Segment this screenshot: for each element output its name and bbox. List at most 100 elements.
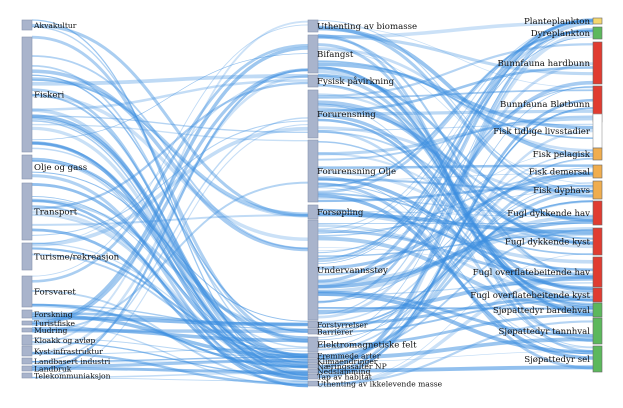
- flow-link: [31, 360, 309, 363]
- pressure-node-uthenting-av-ikkelevende-masse: [307, 380, 319, 387]
- flow-link: [31, 120, 309, 236]
- flow-link: [31, 199, 309, 388]
- receptor-label-bunnfauna-hardbunn: Bunnfauna hardbunn: [497, 59, 590, 69]
- flow-link: [317, 182, 594, 341]
- flow-link: [31, 23, 309, 218]
- flow-link: [317, 36, 594, 264]
- flow-link: [317, 306, 594, 310]
- flow-link: [317, 89, 594, 99]
- source-label-landbruk: Landbruk: [34, 365, 72, 374]
- pressure-label-uthenting-av-biomasse: Uthenting av biomasse: [317, 22, 417, 32]
- flow-link: [317, 275, 594, 388]
- flow-link: [317, 190, 594, 358]
- flow-link: [317, 21, 594, 39]
- flow-link: [317, 298, 594, 334]
- flow-link: [31, 68, 309, 326]
- flow-link: [31, 124, 309, 378]
- flow-link: [317, 157, 594, 351]
- receptor-label-fisk-demersal: Fisk demersal: [529, 168, 591, 178]
- flow-link: [31, 160, 309, 364]
- receptor-label-sjøpattedyr-tannhval: Sjøpattedyr tannhval: [499, 327, 591, 337]
- flow-link: [317, 350, 594, 362]
- flow-link: [317, 29, 594, 188]
- flow-link: [317, 187, 594, 333]
- flow-link: [317, 21, 594, 370]
- flow-link: [31, 253, 309, 358]
- flow-link: [31, 24, 309, 277]
- flow-link: [317, 164, 594, 169]
- pressure-label-elektromagnetiske-felt: Elektromagnetiske felt: [317, 341, 417, 351]
- flow-link: [31, 377, 309, 382]
- flow-link: [317, 229, 594, 279]
- source-label-transport: Transport: [34, 208, 78, 218]
- flow-link: [31, 123, 309, 142]
- pressure-node-fremmede-arter: [307, 352, 319, 359]
- flow-link: [317, 170, 594, 249]
- flow-link: [317, 19, 594, 260]
- flow-link: [317, 126, 594, 199]
- pressure-label-forurensning: Forurensning: [317, 110, 376, 120]
- flow-link: [317, 337, 594, 360]
- flow-link: [317, 34, 594, 76]
- flow-link: [317, 219, 594, 289]
- flow-link: [317, 282, 594, 296]
- flow-link: [317, 365, 594, 373]
- flow-link: [31, 213, 309, 369]
- pressure-node-forstyrrelser: [307, 320, 319, 329]
- flow-link: [31, 316, 309, 327]
- receptor-label-fisk-tidlige-livsstadier: Fisk tidlige livsstadier: [493, 127, 591, 137]
- flow-link: [317, 117, 594, 156]
- receptor-node-dyreplankton: [592, 26, 603, 40]
- flow-link: [31, 68, 309, 372]
- receptor-label-fugl-dykkende-hav: Fugl dykkende hav: [507, 209, 590, 219]
- pressure-node-næringssalter-np: [307, 363, 319, 369]
- receptor-label-fugl-overflatebeitende-kyst: Fugl overflatebeitende kyst: [470, 291, 590, 301]
- flow-link: [317, 313, 594, 347]
- source-label-fiskeri: Fiskeri: [34, 91, 65, 101]
- receptor-node-fisk-pelagisk: [592, 147, 603, 161]
- source-node-kyst-infrastruktur: [21, 345, 33, 357]
- flow-link: [317, 86, 594, 254]
- source-node-turistfiske: [21, 320, 33, 326]
- flow-link: [31, 75, 309, 355]
- flow-link: [317, 26, 594, 158]
- source-label-forskning: Forskning: [34, 310, 73, 319]
- flow-link: [317, 320, 594, 386]
- flow-link: [317, 31, 594, 234]
- flow-link: [317, 189, 594, 234]
- flow-link: [317, 200, 594, 328]
- flow-link: [317, 236, 594, 310]
- flow-link: [317, 31, 594, 369]
- flow-link: [31, 20, 309, 346]
- source-node-telekommuniaksjon: [21, 372, 33, 379]
- flow-link: [317, 253, 594, 386]
- receptor-node-fugl-dykkende-kyst: [592, 227, 603, 256]
- source-label-forsvaret: Forsvaret: [34, 288, 76, 298]
- pressure-label-tap-av-habitat: Tap av habitat: [317, 373, 372, 382]
- receptor-label-dyreplankton: Dyreplankton: [531, 29, 591, 39]
- source-node-forsvaret: [21, 275, 33, 308]
- flow-link: [317, 62, 594, 319]
- source-node-transport: [21, 182, 33, 241]
- flow-link: [317, 177, 594, 290]
- pressure-node-klimaendringer: [307, 358, 319, 364]
- flow-link: [31, 79, 309, 111]
- source-node-mudring: [21, 327, 33, 333]
- source-node-turisme-rekreasjon: [21, 242, 33, 271]
- flow-link: [317, 210, 594, 218]
- pressure-node-nedslamming: [307, 368, 319, 374]
- sankey-nodes: Akvakultur Fiskeri Olje og gass Transport Tu…: [21, 17, 603, 389]
- pressure-node-forsøpling: [307, 204, 319, 220]
- flow-link: [317, 118, 594, 302]
- source-label-turistfiske: Turistfiske: [34, 319, 76, 328]
- flow-link: [31, 115, 309, 134]
- flow-link: [31, 114, 309, 358]
- pressure-label-barrierer: Barrierer: [317, 328, 353, 337]
- receptor-node-bunnfauna-hardbunn: [592, 41, 603, 85]
- source-label-telekommuniaksjon: Telekommuniaksjon: [34, 372, 111, 381]
- receptor-label-bunnfauna-bløtbunn: Bunnfauna Bløtbunn: [500, 100, 590, 110]
- source-node-olje-og-gass: [21, 154, 33, 180]
- pressure-node-bifangst: [307, 34, 319, 74]
- flow-link: [317, 173, 594, 270]
